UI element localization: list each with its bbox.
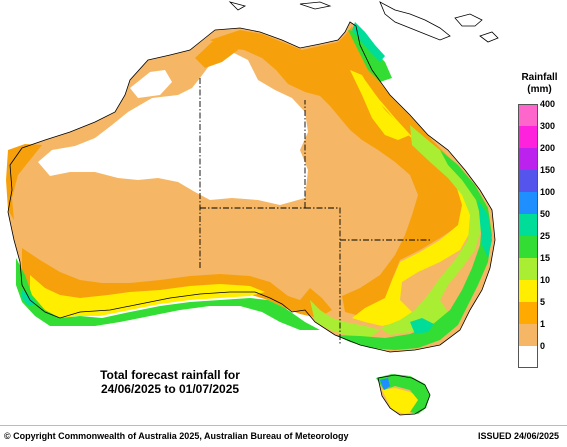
legend-label: 300 [540,121,556,131]
legend-swatch [518,324,538,346]
rainfall-zone-5mm-topend [195,38,238,68]
rainfall-zone-15mm-east [380,125,482,335]
tasmania-coastline [377,374,431,416]
png-coastline [228,1,499,43]
legend-title-line1: Rainfall [521,72,558,83]
legend-item: 100 [512,187,567,214]
legend-item: 150 [512,165,567,192]
legend-item: 10 [512,275,567,302]
legend-item: 50 [512,209,567,236]
forecast-dates: 24/06/2025 to 01/07/2025 [100,382,240,396]
legend-label: 100 [540,187,556,197]
rainfall-zone-5mm-westcoast [6,144,42,220]
legend-swatch [518,346,538,368]
legend-label: 15 [540,253,551,263]
footer-bar: © Copyright Commonwealth of Australia 20… [0,425,567,447]
legend-title: Rainfall (mm) [512,72,567,96]
legend-swatch [518,192,538,214]
rainfall-zone-10mm-capeyork [350,70,410,140]
legend-label: 5 [540,297,546,307]
rainfall-zone-10mm-tasmania [382,388,420,414]
legend-label: 0 [540,341,546,351]
rainfall-zone-25mm-southwest [16,258,320,330]
rainfall-legend: Rainfall (mm) 400 300 200 150 100 50 25 15 10 5 1 0 [512,72,567,368]
copyright-text: © Copyright Commonwealth of Australia 20… [4,431,349,441]
legend-swatch [518,126,538,148]
legend-swatch [518,104,538,126]
rainfall-zone-50mm-east [478,200,492,258]
legend-item: 0 [512,341,567,368]
legend-title-line2: (mm) [527,84,552,95]
legend-item: 15 [512,253,567,280]
legend-label: 150 [540,165,556,175]
legend-swatch [518,236,538,258]
legend-rows: 400 300 200 150 100 50 25 15 10 5 1 0 [512,99,567,368]
legend-label: 1 [540,319,546,329]
rainfall-zone-50mm-victoria [410,318,434,334]
legend-label: 200 [540,143,556,153]
rainfall-zone-10mm-southwest [30,275,265,320]
legend-label: 50 [540,209,551,219]
legend-swatch [518,302,538,324]
legend-swatch [518,148,538,170]
legend-swatch [518,214,538,236]
rainfall-zone-0mm [38,52,308,205]
legend-item: 25 [512,231,567,258]
rainfall-zone-50mm-capeyork [352,22,385,62]
legend-item: 300 [512,121,567,148]
legend-label: 400 [540,99,556,109]
rainfall-map [6,1,499,416]
issued-date: ISSUED 24/06/2025 [477,431,559,441]
legend-swatch [518,258,538,280]
forecast-title: Total forecast rainfall for [100,368,240,382]
legend-item: 200 [512,143,567,170]
state-boundaries [199,78,430,345]
legend-swatch [518,170,538,192]
rainfall-zone-25mm-capeyork [348,30,392,82]
legend-swatch [518,280,538,302]
rainfall-zone-100mm-tasmania [380,378,390,390]
rainfall-zone-15mm-south [310,300,380,338]
legend-item: 5 [512,297,567,324]
legend-label: 25 [540,231,551,241]
forecast-period: Total forecast rainfall for 24/06/2025 t… [60,368,280,396]
rainfall-zone-5mm-north [210,26,468,316]
legend-item: 1 [512,319,567,346]
legend-item: 400 [512,99,567,126]
legend-label: 10 [540,275,551,285]
rainfall-zone-0mm-west [130,70,172,98]
coastline [7,21,496,353]
